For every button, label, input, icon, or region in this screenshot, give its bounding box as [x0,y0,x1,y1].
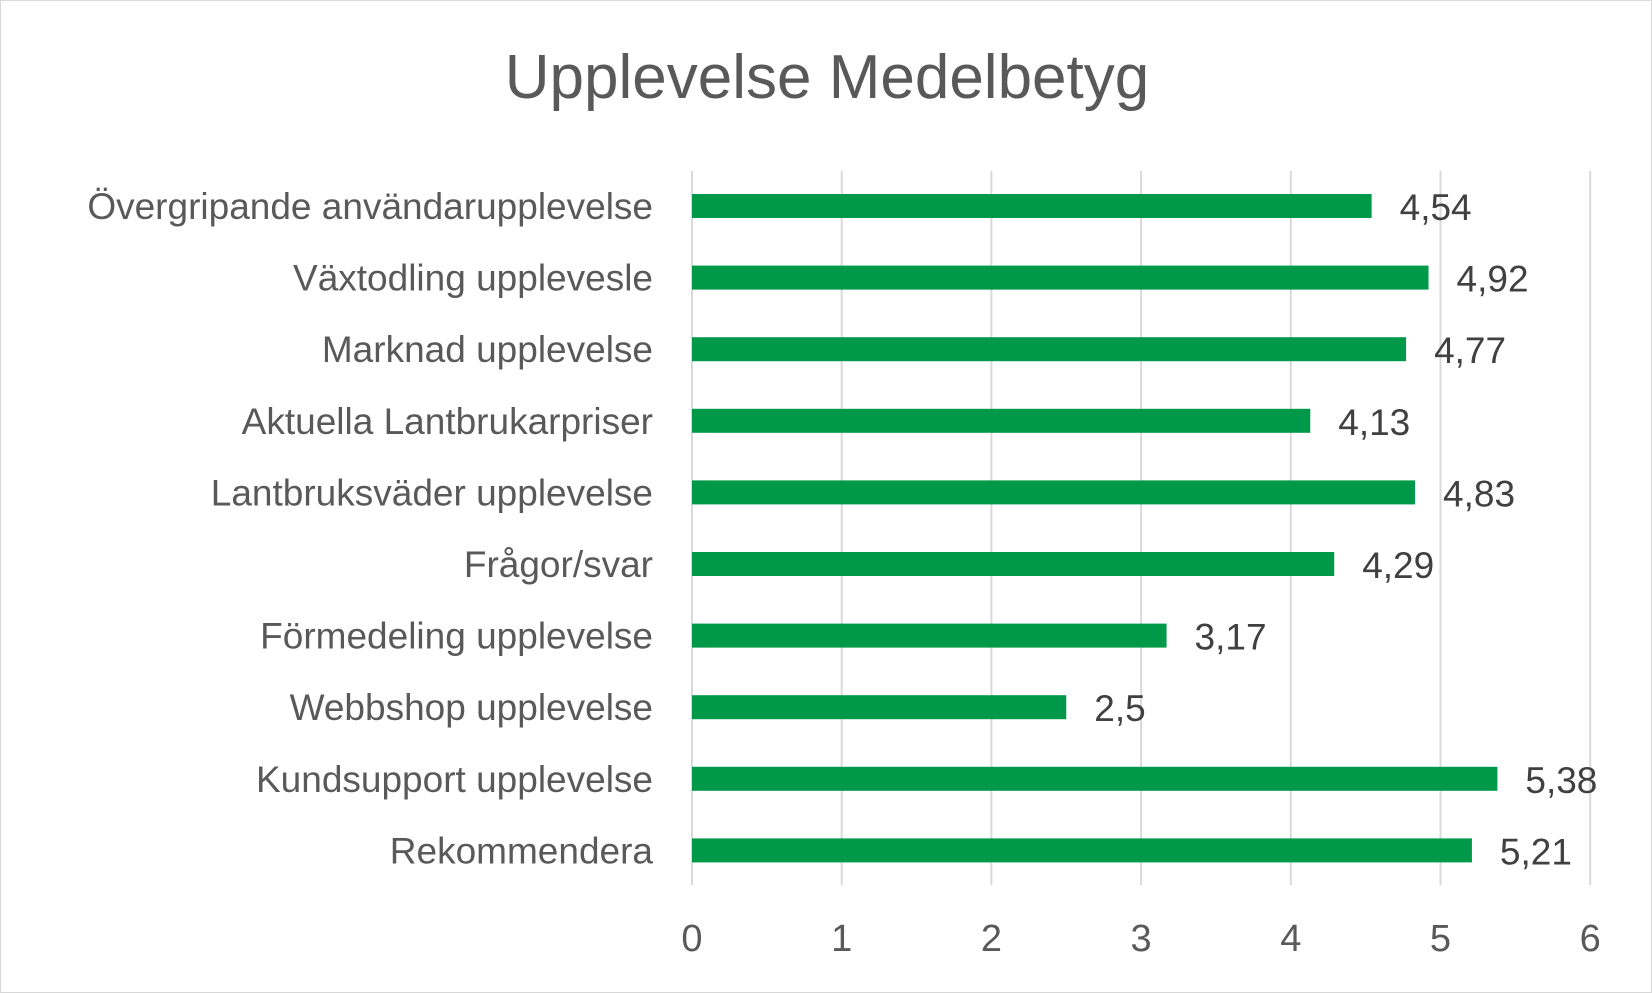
bar [692,838,1472,863]
chart-title: Upplevelse Medelbetyg [504,43,1150,112]
bar [692,480,1416,505]
category-label: Webbshop upplevelse [290,687,653,728]
category-label: Växtodling upplevesle [293,258,653,299]
x-tick-label: 4 [1280,918,1301,960]
data-label: 3,17 [1195,617,1267,658]
category-label: Lantbruksväder upplevelse [211,472,653,513]
x-tick-label: 1 [831,918,852,960]
bar [692,337,1407,362]
x-tick-label: 0 [681,918,702,960]
bar [692,766,1498,791]
bar [692,695,1067,720]
category-label: Rekommendera [390,830,654,871]
x-tick-label: 3 [1131,918,1152,960]
bar [692,623,1167,648]
bar [692,194,1372,218]
category-label: Kundsupport upplevelse [256,759,653,800]
bar [692,408,1311,433]
bar [692,265,1429,290]
category-label: Marknad upplevelse [322,329,653,370]
data-label: 4,92 [1457,259,1529,300]
bar [692,552,1335,576]
data-label: 4,13 [1338,402,1410,443]
data-label: 5,38 [1525,760,1597,801]
gridlines [691,171,1592,885]
data-label: 4,77 [1434,330,1506,371]
x-tick-label: 5 [1430,918,1451,960]
x-tick-label: 6 [1580,918,1601,960]
data-label: 4,54 [1400,187,1472,228]
category-label: Övergripande användarupplevelse [87,186,653,227]
data-label: 2,5 [1094,688,1145,729]
data-label: 5,21 [1500,831,1572,872]
x-tick-label: 2 [981,918,1002,960]
data-label: 4,29 [1362,545,1434,586]
category-label: Aktuella Lantbrukarpriser [242,401,653,442]
category-label: Frågor/svar [464,544,653,585]
labels: 0 1 2 3 4 5 6 Övergripande användarupplevelse 4,… [87,186,1600,960]
data-label: 4,83 [1443,473,1515,514]
bars [692,194,1498,863]
category-label: Förmedeling upplevelse [260,616,653,657]
